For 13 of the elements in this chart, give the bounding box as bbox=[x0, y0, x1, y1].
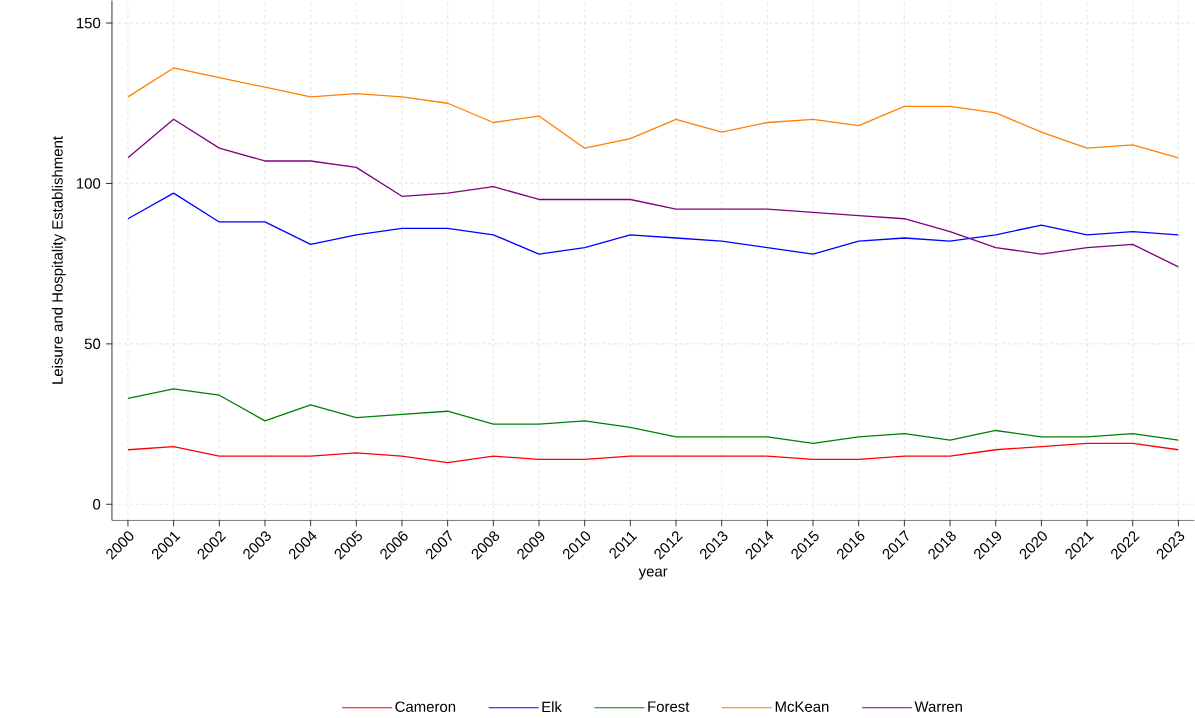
y-axis-title: Leisure and Hospitality Establishment bbox=[51, 135, 66, 384]
legend-label: Warren bbox=[914, 701, 962, 712]
y-tick-label: 50 bbox=[84, 338, 101, 350]
legend-label: Forest bbox=[648, 701, 690, 712]
line-series bbox=[127, 192, 1180, 255]
legend-label: McKean bbox=[775, 701, 829, 712]
x-axis-title: year bbox=[638, 568, 668, 580]
line-series bbox=[127, 67, 1180, 159]
legend-label: Cameron bbox=[395, 701, 456, 712]
y-tick-label: 0 bbox=[93, 498, 101, 510]
y-tick-label: 100 bbox=[77, 178, 101, 189]
y-tick-label: 150 bbox=[77, 17, 101, 29]
legend-label: Elk bbox=[542, 701, 562, 712]
